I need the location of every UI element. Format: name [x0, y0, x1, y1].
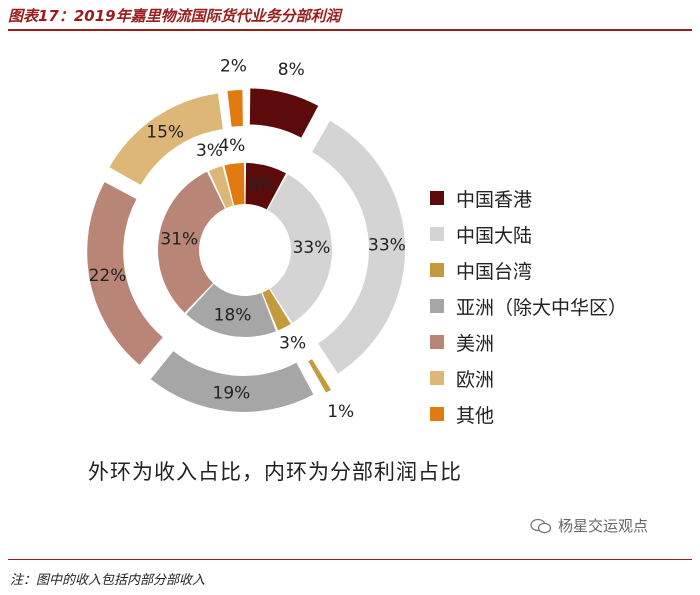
legend-item: 美洲 [430, 324, 627, 360]
legend-swatch [430, 299, 444, 313]
wechat-icon [530, 518, 552, 534]
outer-label-3: 19% [213, 383, 251, 403]
inner-label-1: 33% [293, 238, 331, 258]
inner-slice-4 [157, 171, 225, 313]
outer-slice-3 [150, 351, 314, 412]
legend-swatch [430, 263, 444, 277]
legend-item: 欧洲 [430, 360, 627, 396]
inner-slice-6 [224, 163, 245, 206]
legend-swatch [430, 335, 444, 349]
legend-label: 美洲 [456, 332, 495, 355]
outer-slice-1 [312, 120, 405, 374]
outer-slice-4 [87, 182, 163, 365]
outer-slice-5 [109, 93, 223, 185]
inner-slice-0 [245, 163, 286, 210]
inner-label-6: 4% [218, 136, 245, 156]
outer-label-2: 1% [327, 402, 354, 422]
legend-swatch [430, 227, 444, 241]
chart-title: 图表17：2019年嘉里物流国际货代业务分部利润 [8, 7, 341, 25]
outer-label-1: 33% [368, 236, 406, 256]
legend: 中国香港中国大陆中国台湾亚洲（除大中华区） 美洲欧洲其他 [430, 180, 627, 432]
outer-label-0: 8% [278, 60, 305, 80]
legend-swatch [430, 407, 444, 421]
inner-slice-3 [186, 283, 277, 337]
inner-slice-1 [267, 174, 333, 323]
watermark: 杨星交运观点 [530, 515, 648, 536]
outer-slice-6 [227, 90, 243, 127]
legend-label: 亚洲（除大中华区） [456, 296, 628, 319]
inner-label-4: 31% [160, 230, 198, 250]
legend-swatch [430, 371, 444, 385]
legend-label: 欧洲 [456, 368, 495, 391]
inner-slice-2 [262, 289, 291, 331]
legend-label: 中国大陆 [456, 224, 533, 247]
inner-label-5: 3% [196, 141, 223, 161]
legend-item: 中国大陆 [430, 216, 627, 252]
outer-label-5: 15% [146, 123, 184, 143]
legend-label: 中国台湾 [456, 260, 533, 283]
legend-label: 中国香港 [456, 188, 533, 211]
footnote: 注：图中的收入包括内部分部收入 [10, 573, 206, 588]
legend-label: 其他 [456, 404, 495, 427]
outer-label-6: 2% [220, 56, 247, 76]
chart-subtitle: 外环为收入占比，内环为分部利润占比 [88, 460, 462, 484]
footer-divider [8, 559, 692, 560]
outer-slice-2 [308, 359, 331, 393]
inner-label-2: 3% [279, 334, 306, 354]
legend-item: 亚洲（除大中华区） [430, 288, 627, 324]
watermark-text: 杨星交运观点 [558, 517, 649, 535]
legend-item: 中国香港 [430, 180, 627, 216]
title-divider [8, 29, 692, 31]
outer-slice-0 [249, 88, 319, 138]
legend-item: 中国台湾 [430, 252, 627, 288]
outer-label-4: 22% [89, 266, 127, 286]
inner-slice-5 [208, 166, 234, 209]
inner-label-3: 18% [214, 305, 252, 325]
legend-item: 其他 [430, 396, 627, 432]
legend-swatch [430, 191, 444, 205]
inner-label-0: 8% [248, 176, 275, 196]
